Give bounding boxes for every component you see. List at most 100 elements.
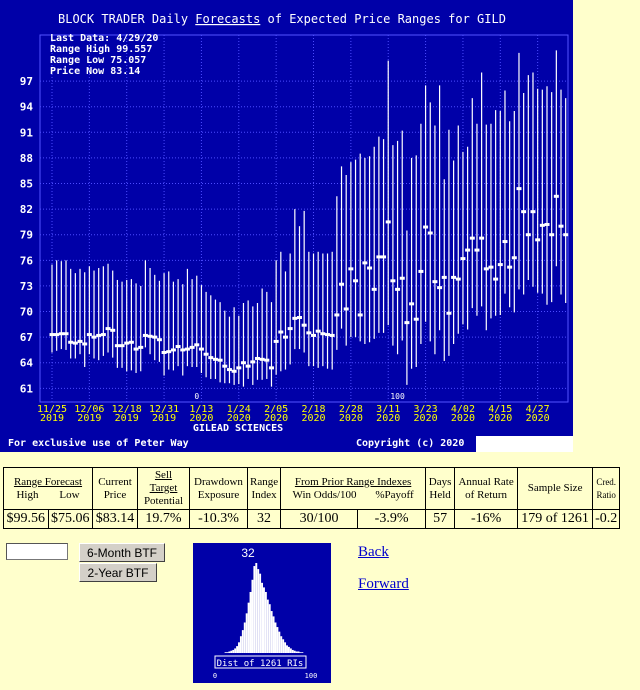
price-marker bbox=[404, 321, 410, 325]
back-link[interactable]: Back bbox=[358, 544, 389, 560]
price-marker bbox=[511, 256, 517, 260]
price-marker bbox=[343, 307, 349, 311]
val-annual-return: -16% bbox=[454, 509, 519, 529]
price-marker bbox=[189, 345, 195, 349]
val-days-held: 57 bbox=[425, 509, 456, 529]
x-tick-label-date: 11/25 bbox=[37, 404, 67, 415]
price-marker bbox=[301, 323, 307, 327]
x-tick-label-year: 2020 bbox=[301, 413, 325, 424]
histogram-bar bbox=[301, 652, 304, 653]
histogram-bar bbox=[266, 599, 269, 653]
histogram-bar bbox=[243, 622, 246, 653]
price-marker bbox=[156, 338, 162, 342]
price-marker bbox=[563, 233, 569, 237]
x-tick-label-year: 2020 bbox=[414, 413, 438, 424]
histogram-bar bbox=[232, 649, 235, 653]
chart-title-part1: BLOCK TRADER Daily bbox=[58, 12, 195, 26]
histogram-bar bbox=[251, 579, 254, 653]
histogram-bar bbox=[295, 651, 298, 653]
val-exposure: -10.3% bbox=[189, 509, 248, 529]
histogram-bar bbox=[224, 652, 227, 653]
plot-frame bbox=[39, 34, 569, 403]
price-marker bbox=[240, 361, 246, 365]
price-marker bbox=[184, 347, 190, 351]
price-marker bbox=[287, 327, 293, 331]
price-marker bbox=[553, 194, 559, 198]
price-marker bbox=[399, 276, 405, 280]
histogram-bar bbox=[253, 566, 256, 653]
hdr-high: High bbox=[16, 488, 39, 501]
price-marker bbox=[371, 287, 377, 291]
hdr-days-held: Days Held bbox=[425, 467, 456, 510]
x-tick-label-year: 2020 bbox=[227, 413, 251, 424]
price-marker bbox=[441, 275, 447, 279]
histogram-bar bbox=[274, 622, 277, 653]
y-tick-label: 91 bbox=[20, 126, 34, 139]
price-marker bbox=[465, 248, 471, 252]
x-tick-label-year: 2020 bbox=[451, 413, 475, 424]
hdr-current-price: Current Price bbox=[92, 467, 138, 510]
price-marker bbox=[535, 238, 541, 242]
price-marker bbox=[100, 333, 106, 337]
price-marker bbox=[502, 240, 508, 244]
hdr-cred-ratio: Cred. Ratio bbox=[592, 467, 621, 510]
price-marker bbox=[124, 341, 130, 345]
footer-copyright: Copyright (c) 2020 bbox=[356, 437, 464, 449]
price-marker bbox=[119, 344, 125, 348]
axis-labels: 6164677073767982858891949711/25201912/06… bbox=[20, 75, 550, 424]
price-marker bbox=[367, 266, 373, 270]
price-marker bbox=[507, 265, 513, 269]
y-tick-label: 79 bbox=[20, 229, 33, 242]
price-marker bbox=[446, 311, 452, 315]
two-year-btf-button[interactable]: 2-Year BTF bbox=[79, 563, 157, 582]
six-month-btf-button[interactable]: 6-Month BTF bbox=[79, 543, 165, 562]
price-marker bbox=[254, 356, 260, 360]
x-tick-label-year: 2020 bbox=[526, 413, 550, 424]
price-marker bbox=[525, 233, 531, 237]
price-marker bbox=[217, 358, 223, 362]
price-marker bbox=[105, 327, 111, 331]
price-marker bbox=[203, 352, 209, 356]
val-potential: 19.7% bbox=[137, 509, 190, 529]
price-marker bbox=[474, 248, 480, 252]
price-marker bbox=[259, 357, 265, 361]
ticker-input[interactable] bbox=[6, 543, 68, 560]
price-marker bbox=[264, 358, 270, 362]
price-marker bbox=[409, 302, 415, 306]
dist-current-ri: 32 bbox=[241, 546, 255, 560]
x-tick-label-date: 1/13 bbox=[189, 404, 213, 415]
price-marker bbox=[273, 339, 279, 343]
price-marker bbox=[544, 222, 550, 226]
price-marker bbox=[390, 279, 396, 283]
histogram-bar bbox=[230, 650, 233, 653]
forward-link[interactable]: Forward bbox=[358, 576, 409, 592]
chart-title-part3: of Expected Price Ranges for GILD bbox=[260, 12, 506, 26]
price-marker bbox=[208, 356, 214, 360]
x-tick-label-date: 12/31 bbox=[149, 404, 179, 415]
x-tick-label-date: 12/06 bbox=[74, 404, 104, 415]
histogram-bar bbox=[276, 627, 279, 653]
price-marker bbox=[138, 345, 144, 349]
footer-exclusive-use: For exclusive use of Peter Way bbox=[8, 437, 189, 449]
info-range-low: Range Low 75.057 bbox=[50, 55, 146, 66]
price-marker bbox=[329, 333, 335, 337]
x-tick-label-year: 2020 bbox=[339, 413, 363, 424]
forecast-stats-table: Range Forecast High Low Current Price Sel… bbox=[3, 467, 621, 529]
val-price: $83.14 bbox=[92, 509, 138, 529]
hdr-from-prior: From Prior Range Indexes Win Odds/100 %P… bbox=[280, 467, 427, 510]
price-marker bbox=[315, 329, 321, 333]
histogram-bar bbox=[297, 651, 300, 653]
hdr-win-odds: Win Odds/100 bbox=[292, 488, 357, 501]
price-marker bbox=[530, 210, 536, 214]
price-marker bbox=[427, 231, 433, 235]
price-marker bbox=[488, 265, 494, 269]
price-marker bbox=[437, 286, 443, 290]
val-payoff: -3.9% bbox=[357, 509, 427, 529]
price-marker bbox=[353, 279, 359, 283]
y-tick-label: 97 bbox=[20, 75, 33, 88]
x-tick-label-year: 2020 bbox=[488, 413, 512, 424]
histogram-bar bbox=[293, 650, 296, 653]
histogram-bar bbox=[263, 587, 265, 653]
footer-white-patch bbox=[476, 436, 573, 452]
y-tick-label: 67 bbox=[20, 331, 33, 344]
